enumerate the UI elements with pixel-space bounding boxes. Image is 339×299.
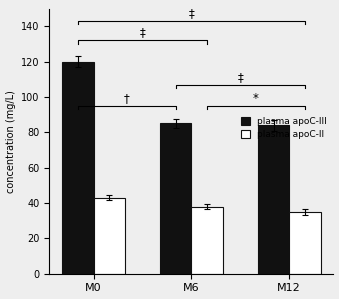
- Bar: [62, 62, 94, 274]
- Legend: plasma apoC-III, plasma apoC-II: plasma apoC-III, plasma apoC-II: [239, 115, 329, 141]
- Bar: [94, 198, 125, 274]
- Bar: [192, 207, 223, 274]
- Text: ‡: ‡: [140, 27, 145, 39]
- Text: ‡: ‡: [188, 7, 194, 20]
- Text: ‡: ‡: [237, 71, 243, 84]
- Bar: [258, 125, 289, 274]
- Bar: [160, 123, 192, 274]
- Y-axis label: concentration (mg/L): concentration (mg/L): [5, 90, 16, 193]
- Text: *: *: [253, 92, 259, 105]
- Bar: [289, 212, 321, 274]
- Text: †: †: [124, 92, 130, 105]
